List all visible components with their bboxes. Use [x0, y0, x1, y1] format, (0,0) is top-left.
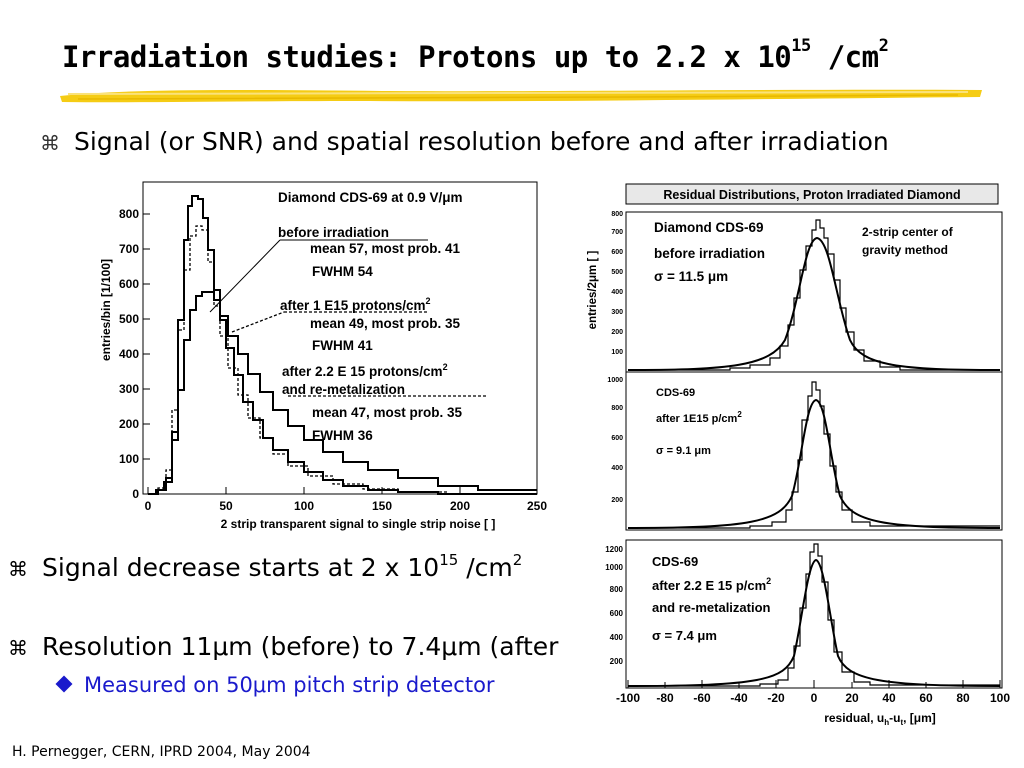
left-signal-histogram: 0 100 200 300 400 500 600 700 800 0 50 1…: [99, 181, 547, 531]
panel3-label: CDS-69: [652, 554, 698, 569]
right-plot-header: Residual Distributions, Proton Irradiate…: [663, 188, 960, 202]
right-ytick: 700: [611, 229, 623, 236]
left-xtick: 150: [372, 499, 392, 513]
slide-footer: H. Pernegger, CERN, IPRD 2004, May 2004: [12, 744, 311, 760]
bullet-text: Signal decrease starts at 2 x 10: [42, 553, 440, 582]
right-xtick: -80: [656, 691, 674, 705]
right-ytick: 600: [611, 435, 623, 442]
right-residual-plots: Residual Distributions, Proton Irradiate…: [587, 183, 1010, 727]
right-ytick: 200: [611, 329, 623, 336]
panel1-method: 2-strip center of: [862, 225, 954, 239]
right-xtick: 20: [845, 691, 859, 705]
panel2-label: σ = 9.1 μm: [656, 445, 711, 457]
left-ytick: 200: [119, 417, 139, 431]
right-xtick: 40: [882, 691, 896, 705]
right-xtick: -40: [730, 691, 748, 705]
left-ytick: 300: [119, 382, 139, 396]
bullet-command-icon: ⌘: [8, 557, 28, 581]
bullet-exponent: 15: [439, 551, 459, 569]
right-ytick: 400: [610, 633, 624, 642]
right-ytick: 1000: [607, 377, 623, 384]
title-unit-exponent: 2: [878, 36, 889, 56]
right-ytick: 300: [611, 309, 623, 316]
panel1-label: Diamond CDS-69: [654, 220, 764, 235]
left-annotation: FWHM 36: [312, 428, 373, 443]
left-ytick: 0: [132, 487, 139, 501]
left-ytick: 600: [119, 277, 139, 291]
left-ytick: 500: [119, 312, 139, 326]
bullet-command-icon: ⌘: [40, 131, 60, 155]
right-xtick: 100: [990, 691, 1010, 705]
right-ytick: 800: [611, 211, 623, 218]
bullet-text: Signal (or SNR) and spatial resolution b…: [74, 127, 889, 156]
left-xtick: 0: [145, 499, 152, 513]
panel3-label: σ = 7.4 μm: [652, 628, 717, 643]
left-plot-title: Diamond CDS-69 at 0.9 V/μm: [278, 190, 463, 205]
left-ytick: 400: [119, 347, 139, 361]
right-ylabel: entries/2μm [ ]: [587, 251, 599, 330]
bullet-signal-resolution: ⌘ Signal (or SNR) and spatial resolution …: [40, 127, 889, 156]
right-ytick: 600: [611, 249, 623, 256]
bullet-signal-decrease: ⌘ Signal decrease starts at 2 x 1015 /cm2: [8, 551, 523, 582]
title-underline-brushstroke: [60, 89, 982, 103]
bullet-command-icon: ⌘: [8, 636, 28, 660]
bullet-resolution: ⌘ Resolution 11μm (before) to 7.4μm (afte…: [8, 632, 582, 661]
right-ytick: 200: [610, 657, 624, 666]
left-annotation: before irradiation: [278, 225, 389, 240]
title-unit: /cm: [810, 40, 879, 74]
left-xtick: 100: [294, 499, 314, 513]
panel1-label: before irradiation: [654, 246, 765, 261]
right-xtick: 60: [919, 691, 933, 705]
diamond-bullet-icon: [55, 675, 73, 693]
panel3-label: after 2.2 E 15 p/cm2: [652, 576, 771, 593]
right-xlabel: residual, uh-ut, [μm]: [824, 711, 936, 727]
panel1-label: σ = 11.5 μm: [654, 269, 728, 284]
left-annotation: mean 49, most prob. 35: [310, 316, 461, 331]
right-xtick: -20: [767, 691, 785, 705]
right-ytick: 400: [611, 465, 623, 472]
right-ytick: 100: [611, 349, 623, 356]
right-ytick: 1000: [605, 563, 623, 572]
left-xtick: 50: [219, 499, 233, 513]
right-ytick: 1200: [605, 545, 623, 554]
left-xtick: 250: [527, 499, 547, 513]
panel3-label: and re-metalization: [652, 600, 771, 615]
left-annotation: mean 47, most prob. 35: [312, 405, 463, 420]
bullet-unit-exponent: 2: [512, 551, 523, 569]
right-xtick: -100: [616, 691, 640, 705]
bullet-unit: /cm: [458, 553, 513, 582]
sub-bullet-text: Measured on 50μm pitch strip detector: [84, 673, 495, 697]
left-annotation: FWHM 41: [312, 338, 373, 353]
right-xtick: -60: [693, 691, 711, 705]
slide-title: Irradiation studies: Protons up to 2.2 x…: [62, 36, 889, 74]
right-ytick: 500: [611, 269, 623, 276]
right-xtick: 80: [956, 691, 970, 705]
right-ytick: 400: [611, 289, 623, 296]
left-xtick: 200: [450, 499, 470, 513]
right-ytick: 200: [611, 497, 623, 504]
left-xlabel: 2 strip transparent signal to single str…: [221, 517, 496, 531]
panel2-label: CDS-69: [656, 387, 695, 399]
right-ytick: 600: [610, 609, 624, 618]
panel1-method: gravity method: [862, 243, 948, 257]
left-annotation: and re-metalization: [282, 382, 405, 397]
right-xtick: 0: [811, 691, 818, 705]
title-exponent: 15: [791, 36, 811, 56]
right-ytick: 800: [611, 405, 623, 412]
left-ytick: 700: [119, 242, 139, 256]
bullet-text: Resolution 11μm (before) to 7.4μm (after: [42, 632, 559, 661]
left-annotation: after 1 E15 protons/cm2: [280, 296, 431, 313]
panel2-label: after 1E15 p/cm2: [656, 410, 742, 425]
left-ytick: 800: [119, 207, 139, 221]
left-ytick: 100: [119, 452, 139, 466]
left-annotation: after 2.2 E 15 protons/cm2: [282, 362, 448, 379]
title-main: Irradiation studies: Protons up to 2.2 x…: [62, 40, 792, 74]
left-annotation: FWHM 54: [312, 264, 373, 279]
left-ylabel: entries/bin [1/100]: [99, 259, 113, 361]
right-ytick: 800: [610, 585, 624, 594]
left-annotation: mean 57, most prob. 41: [310, 241, 461, 256]
sub-bullet-pitch: Measured on 50μm pitch strip detector: [55, 673, 495, 697]
